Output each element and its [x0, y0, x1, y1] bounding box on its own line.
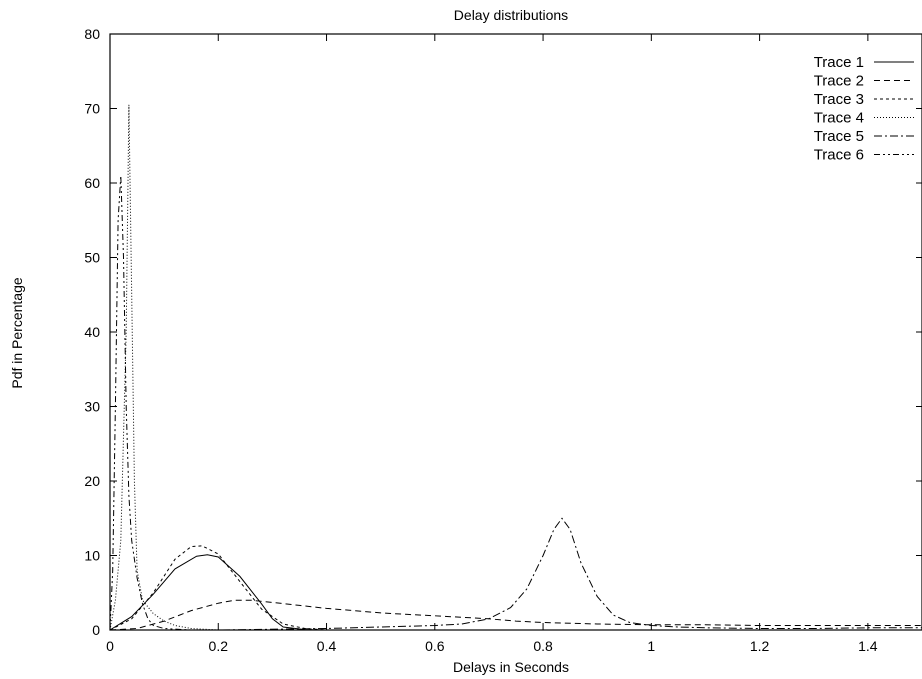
y-tick-label: 50 — [84, 250, 100, 266]
x-tick-label: 0.8 — [533, 638, 553, 654]
y-tick-label: 10 — [84, 548, 100, 564]
x-tick-label: 0.2 — [209, 638, 229, 654]
y-axis-title: Pdf in Percentage — [9, 277, 25, 389]
series-line-trace-6 — [109, 175, 922, 631]
y-tick-label: 80 — [84, 26, 100, 42]
legend-label: Trace 2 — [814, 73, 864, 90]
y-tick-label: 60 — [84, 175, 100, 191]
x-axis-title: Delays in Seconds — [453, 659, 569, 675]
y-tick-label: 40 — [84, 324, 100, 340]
y-tick-label: 20 — [84, 473, 100, 489]
x-tick-label: 1.4 — [858, 638, 878, 654]
legend-label: Trace 3 — [814, 91, 864, 108]
x-tick-label: 0 — [106, 638, 114, 654]
right-axis-ticks — [916, 33, 922, 631]
y-tick-label: 30 — [84, 399, 100, 415]
x-tick-label: 1 — [647, 638, 655, 654]
series-line-trace-5 — [110, 517, 922, 631]
y-axis: 0 10 20 30 40 50 60 70 80 — [84, 26, 117, 638]
x-tick-label: 1.2 — [750, 638, 770, 654]
plot-frame — [109, 33, 922, 631]
x-tick-label: 0.4 — [317, 638, 337, 654]
series-line-trace-1 — [109, 554, 922, 631]
legend-label: Trace 1 — [814, 54, 864, 71]
y-tick-label: 70 — [84, 101, 100, 117]
legend-label: Trace 6 — [814, 147, 864, 164]
series-line-trace-3 — [109, 545, 922, 631]
legend-label: Trace 4 — [814, 110, 864, 127]
x-axis: 0 0.2 0.4 0.6 0.8 1 1.2 1.4 — [106, 34, 878, 654]
series-line-trace-2 — [109, 599, 922, 631]
legend-label: Trace 5 — [814, 128, 864, 145]
series-layer — [109, 104, 922, 631]
series-line-trace-4 — [109, 104, 922, 631]
chart-title: Delay distributions — [454, 7, 568, 23]
x-tick-label: 0.6 — [425, 638, 445, 654]
y-tick-label: 0 — [92, 622, 100, 638]
